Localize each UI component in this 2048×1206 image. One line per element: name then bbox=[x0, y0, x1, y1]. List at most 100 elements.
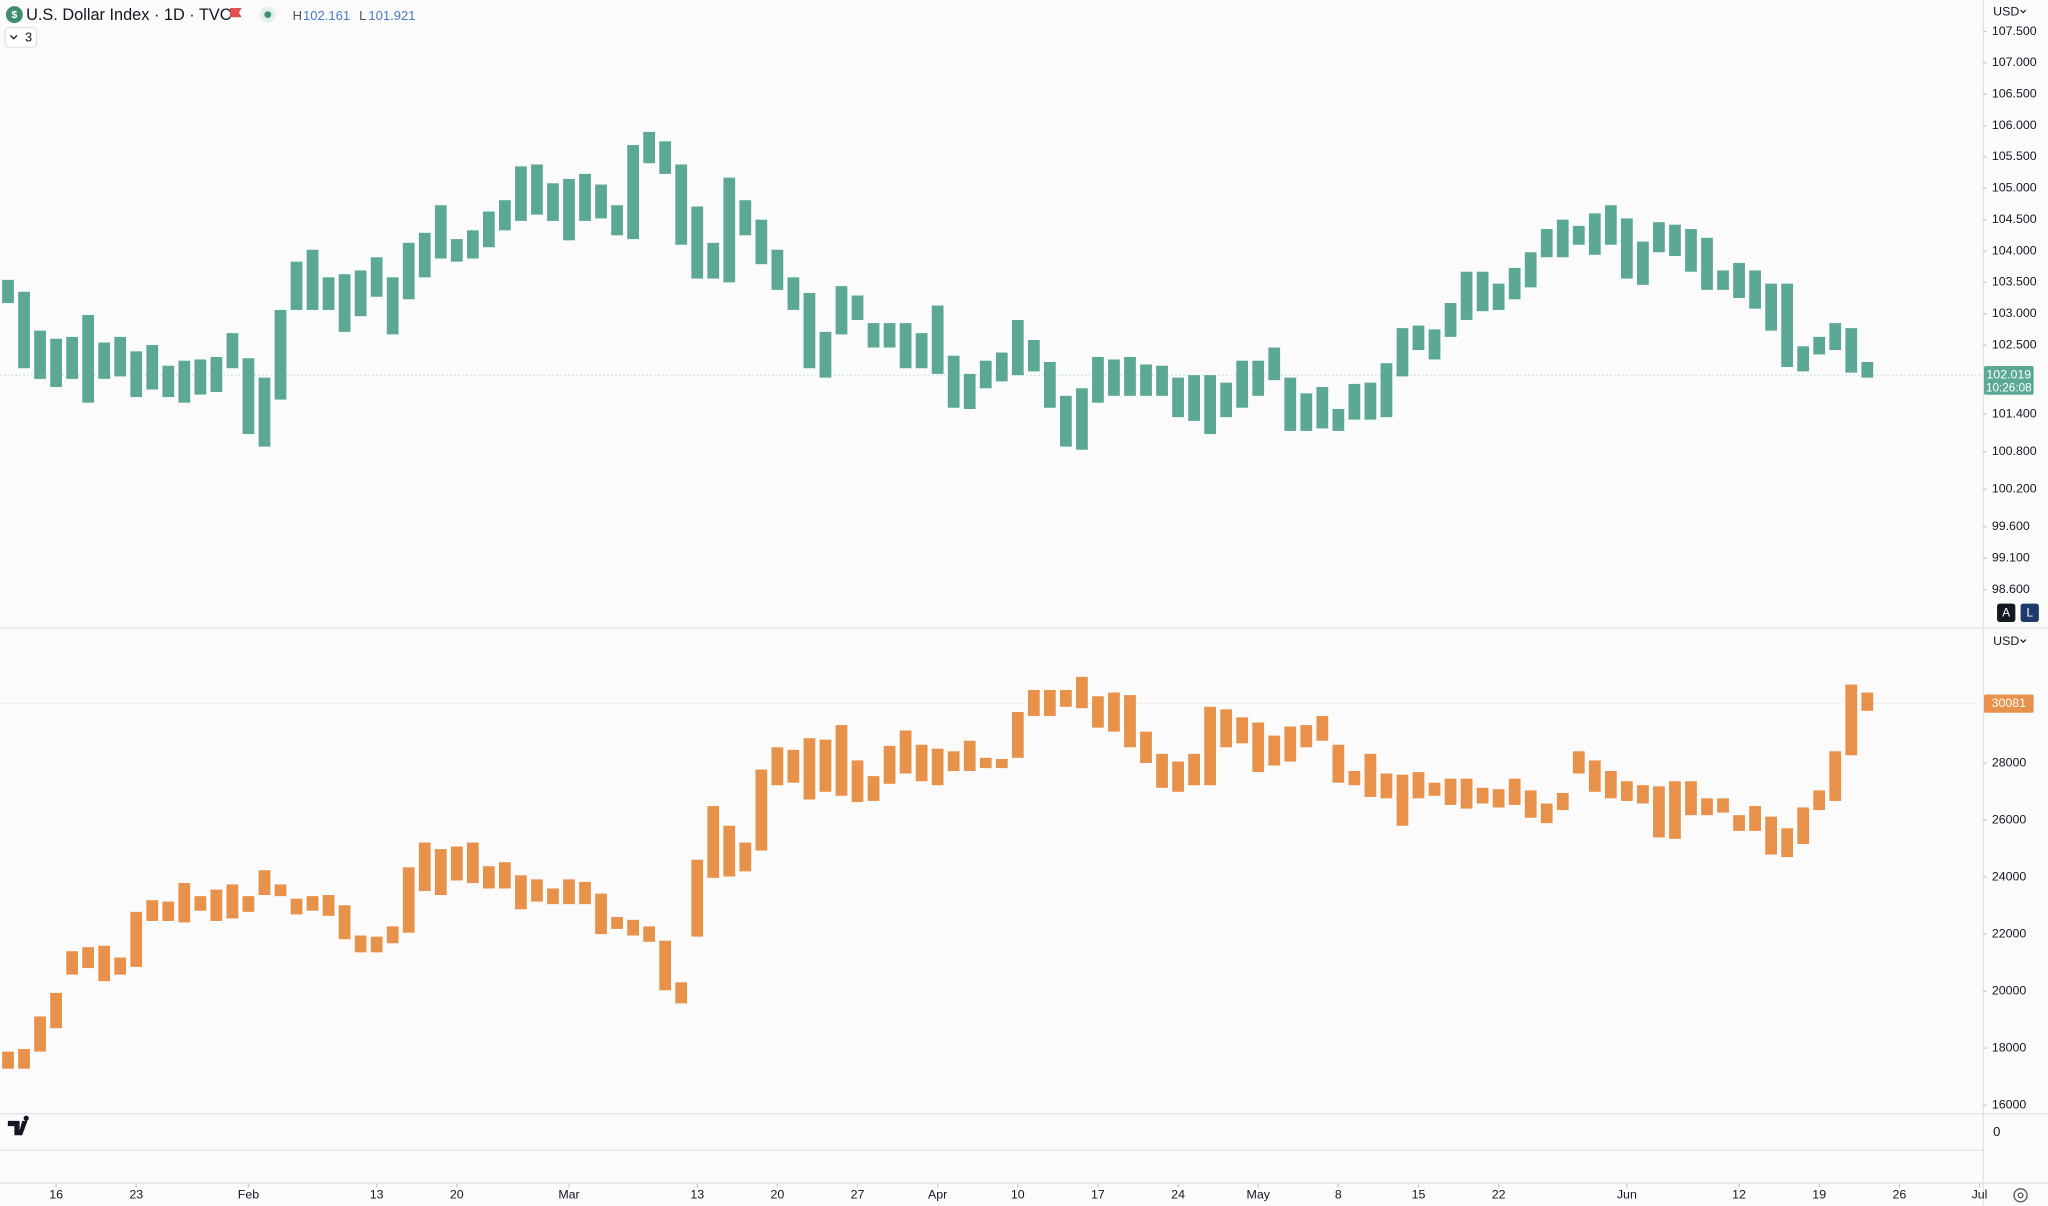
bar bbox=[547, 888, 559, 905]
bar bbox=[1781, 828, 1794, 858]
bar bbox=[1572, 225, 1585, 245]
currency-label[interactable]: USD bbox=[1993, 634, 2019, 648]
bar bbox=[531, 879, 543, 902]
bar bbox=[627, 145, 639, 240]
bar bbox=[1508, 267, 1521, 300]
x-tick-label: Apr bbox=[928, 1188, 947, 1202]
market-status-dot bbox=[264, 11, 272, 18]
y-tick-label: 104.000 bbox=[1992, 243, 2037, 257]
bar bbox=[1733, 262, 1745, 299]
bar bbox=[1637, 241, 1649, 285]
bar bbox=[995, 352, 1008, 382]
scale-button[interactable] bbox=[2020, 603, 2039, 622]
bar bbox=[1252, 360, 1265, 396]
bar bbox=[867, 323, 880, 348]
bar bbox=[50, 992, 62, 1029]
bar bbox=[1604, 770, 1617, 799]
bar bbox=[611, 916, 623, 929]
settings-icon[interactable] bbox=[2013, 1188, 2028, 1203]
bar bbox=[1588, 213, 1601, 255]
bar bbox=[1060, 689, 1072, 707]
currency-label[interactable]: USD bbox=[1993, 4, 2019, 18]
bar bbox=[1124, 356, 1136, 396]
bar bbox=[1620, 218, 1633, 279]
bar bbox=[178, 360, 191, 403]
symbol-title[interactable]: U.S. Dollar Index · 1D · TVC bbox=[26, 6, 232, 24]
y-tick-label: 22000 bbox=[1992, 926, 2027, 940]
low-label: L bbox=[359, 8, 366, 23]
bar bbox=[226, 884, 239, 919]
bar bbox=[386, 277, 399, 335]
y-tick-label: 98.600 bbox=[1992, 582, 2030, 596]
logo[interactable] bbox=[7, 1115, 29, 1136]
bar bbox=[595, 184, 607, 219]
bar bbox=[370, 936, 383, 953]
bar bbox=[1476, 787, 1489, 804]
y-tick-label: 18000 bbox=[1992, 1040, 2027, 1054]
bar bbox=[1108, 359, 1120, 396]
bar bbox=[1620, 781, 1633, 801]
bar bbox=[386, 926, 399, 944]
flag-icon[interactable] bbox=[229, 8, 242, 18]
bar bbox=[851, 295, 864, 320]
bar bbox=[1172, 761, 1184, 792]
bar bbox=[1813, 790, 1826, 811]
bar bbox=[915, 333, 928, 369]
x-tick-label: 26 bbox=[1892, 1188, 1906, 1202]
bar bbox=[210, 889, 223, 921]
bar bbox=[1604, 205, 1617, 245]
last-price-label: 30081 bbox=[1992, 696, 2027, 710]
bar bbox=[1556, 219, 1569, 258]
bar bbox=[819, 331, 832, 378]
bar bbox=[1268, 735, 1281, 766]
bar bbox=[1444, 778, 1457, 805]
bar bbox=[1524, 252, 1537, 288]
last-price-label: 102.019 bbox=[1986, 367, 2031, 381]
scale-button-label: A bbox=[2002, 607, 2010, 620]
x-tick-label: 12 bbox=[1732, 1188, 1746, 1202]
bar bbox=[162, 365, 175, 398]
bar bbox=[867, 776, 880, 801]
bar bbox=[34, 330, 46, 379]
bar bbox=[354, 935, 367, 953]
bar bbox=[531, 164, 543, 215]
bar bbox=[1765, 816, 1777, 855]
x-tick-label: 17 bbox=[1091, 1188, 1105, 1202]
scale-button[interactable] bbox=[1997, 603, 2016, 622]
indicators-toggle[interactable] bbox=[4, 26, 38, 48]
x-tick-label: 13 bbox=[370, 1188, 384, 1202]
symbol-icon[interactable] bbox=[5, 6, 23, 24]
bar bbox=[1140, 731, 1152, 763]
bar bbox=[1460, 778, 1473, 809]
x-tick-label: May bbox=[1247, 1188, 1271, 1202]
x-tick-label: 15 bbox=[1412, 1188, 1426, 1202]
bar bbox=[162, 901, 175, 921]
bar bbox=[1156, 753, 1168, 788]
y-tick-label: 106.500 bbox=[1992, 87, 2037, 101]
x-tick-label: 10 bbox=[1011, 1188, 1025, 1202]
bar bbox=[739, 200, 752, 236]
bar bbox=[66, 336, 79, 379]
bar bbox=[1284, 377, 1297, 431]
x-tick-label: 22 bbox=[1492, 1188, 1506, 1202]
y-tick-label: 105.000 bbox=[1992, 181, 2037, 195]
bar bbox=[82, 947, 95, 969]
x-tick-label: Jun bbox=[1617, 1188, 1637, 1202]
bar bbox=[1380, 773, 1393, 799]
bar bbox=[1043, 361, 1056, 408]
bar bbox=[450, 846, 463, 881]
bar bbox=[1685, 229, 1697, 272]
bar bbox=[787, 749, 800, 783]
bar bbox=[258, 870, 271, 896]
bar bbox=[1717, 798, 1729, 813]
bar bbox=[1829, 323, 1842, 351]
bar bbox=[563, 879, 575, 905]
bar bbox=[338, 274, 351, 332]
y-tick-label: 101.400 bbox=[1992, 406, 2037, 420]
bar bbox=[515, 166, 527, 221]
bar bbox=[563, 178, 575, 241]
x-tick-label: 16 bbox=[49, 1188, 63, 1202]
bar bbox=[947, 751, 960, 771]
bar bbox=[547, 183, 559, 221]
